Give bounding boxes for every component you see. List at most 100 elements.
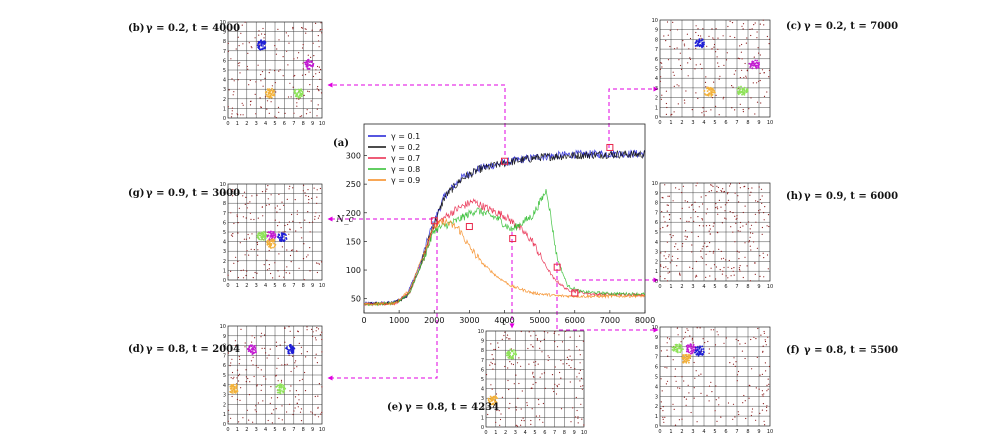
agent-dot	[663, 35, 665, 37]
agent-dot	[314, 414, 316, 416]
mini-x-tick-label: 2	[504, 430, 507, 436]
mini-y-tick-label: 9	[481, 339, 484, 345]
agent-dot	[282, 231, 284, 233]
agent-dot	[278, 231, 280, 233]
mini-y-tick-label: 2	[223, 402, 226, 408]
agent-dot	[701, 257, 704, 259]
agent-dot	[761, 409, 764, 411]
cluster-dot	[284, 387, 287, 390]
mini-x-tick-label: 6	[724, 284, 727, 290]
agent-dot	[670, 114, 672, 116]
agent-dot	[663, 255, 665, 257]
agent-dot	[245, 238, 247, 240]
cluster-dot	[514, 350, 517, 353]
cluster-dot	[694, 346, 697, 349]
agent-dot	[283, 276, 285, 278]
agent-dot	[767, 268, 769, 270]
mini-y-tick-label: 7	[223, 353, 226, 359]
agent-dot	[764, 340, 767, 343]
agent-dot	[307, 195, 310, 198]
agent-dot	[522, 417, 524, 419]
mini-x-tick-label: 1	[236, 283, 239, 289]
agent-dot	[763, 95, 766, 97]
cluster-dot	[234, 392, 237, 394]
agent-dot	[732, 212, 734, 214]
mini-x-tick-label: 7	[292, 427, 295, 433]
agent-dot	[532, 371, 534, 373]
agent-dot	[754, 113, 756, 115]
agent-dot	[569, 336, 571, 338]
mini-x-tick-label: 6	[283, 283, 286, 289]
mini-y-tick-label: 8	[223, 39, 226, 45]
agent-dot	[741, 58, 743, 60]
agent-dot	[738, 413, 740, 416]
agent-dot	[554, 366, 556, 368]
agent-dot	[715, 207, 717, 209]
mini-x-tick-label: 0	[658, 284, 661, 290]
mini-x-tick-label: 7	[735, 120, 738, 126]
snapshot-marker	[571, 289, 579, 297]
agent-dot	[294, 199, 296, 201]
agent-dot	[276, 48, 278, 50]
agent-dot	[278, 275, 280, 277]
agent-dot	[734, 215, 736, 217]
cluster-dot	[289, 343, 292, 346]
agent-dot	[695, 92, 697, 94]
agent-dot	[756, 101, 759, 103]
agent-dot	[711, 391, 713, 393]
agent-dot	[753, 336, 755, 338]
agent-dot	[319, 29, 321, 31]
agent-dot	[706, 208, 708, 210]
agent-dot	[293, 112, 295, 114]
agent-dot	[278, 417, 280, 419]
agent-dot	[742, 276, 744, 279]
agent-dot	[732, 270, 734, 272]
mini-y-tick-label: 6	[223, 220, 226, 226]
agent-dot	[299, 115, 301, 118]
agent-dot	[539, 415, 541, 417]
agent-dot	[499, 424, 501, 426]
agent-dot	[697, 34, 700, 37]
agent-dot	[498, 346, 500, 348]
agent-dot	[577, 417, 579, 419]
agent-dot	[231, 349, 233, 351]
cluster-dot	[279, 392, 282, 395]
agent-dot	[727, 199, 730, 201]
agent-dot	[255, 113, 257, 115]
agent-dot	[749, 232, 752, 234]
agent-dot	[268, 264, 270, 266]
agent-dot	[265, 352, 267, 354]
agent-dot	[544, 387, 546, 389]
agent-dot	[315, 353, 317, 355]
agent-dot	[695, 47, 697, 49]
agent-dot	[677, 258, 679, 260]
agent-dot	[313, 187, 315, 189]
agent-dot	[681, 376, 683, 378]
cluster-dot	[260, 44, 263, 47]
agent-dot	[289, 403, 291, 405]
agent-dot	[318, 66, 320, 68]
agent-dot	[317, 65, 319, 68]
agent-dot	[700, 196, 702, 198]
agent-dot	[256, 385, 258, 387]
agent-dot	[236, 113, 238, 115]
agent-dot	[695, 31, 697, 34]
agent-dot	[278, 253, 280, 255]
agent-dot	[239, 72, 241, 74]
mini-x-tick-label: 1	[669, 120, 672, 126]
agent-dot	[265, 190, 267, 192]
agent-dot	[248, 419, 250, 421]
cluster-dot	[301, 95, 303, 98]
mini-x-tick-label: 9	[757, 120, 760, 126]
agent-dot	[675, 187, 677, 189]
cluster-dot	[706, 90, 709, 92]
cluster-dot	[713, 90, 716, 92]
agent-dot	[523, 420, 525, 422]
agent-dot	[318, 263, 320, 265]
agent-dot	[760, 188, 763, 190]
agent-dot	[759, 198, 761, 201]
agent-dot	[317, 217, 319, 219]
agent-dot	[230, 234, 233, 236]
cluster-dot	[742, 88, 744, 91]
agent-dot	[718, 114, 720, 116]
